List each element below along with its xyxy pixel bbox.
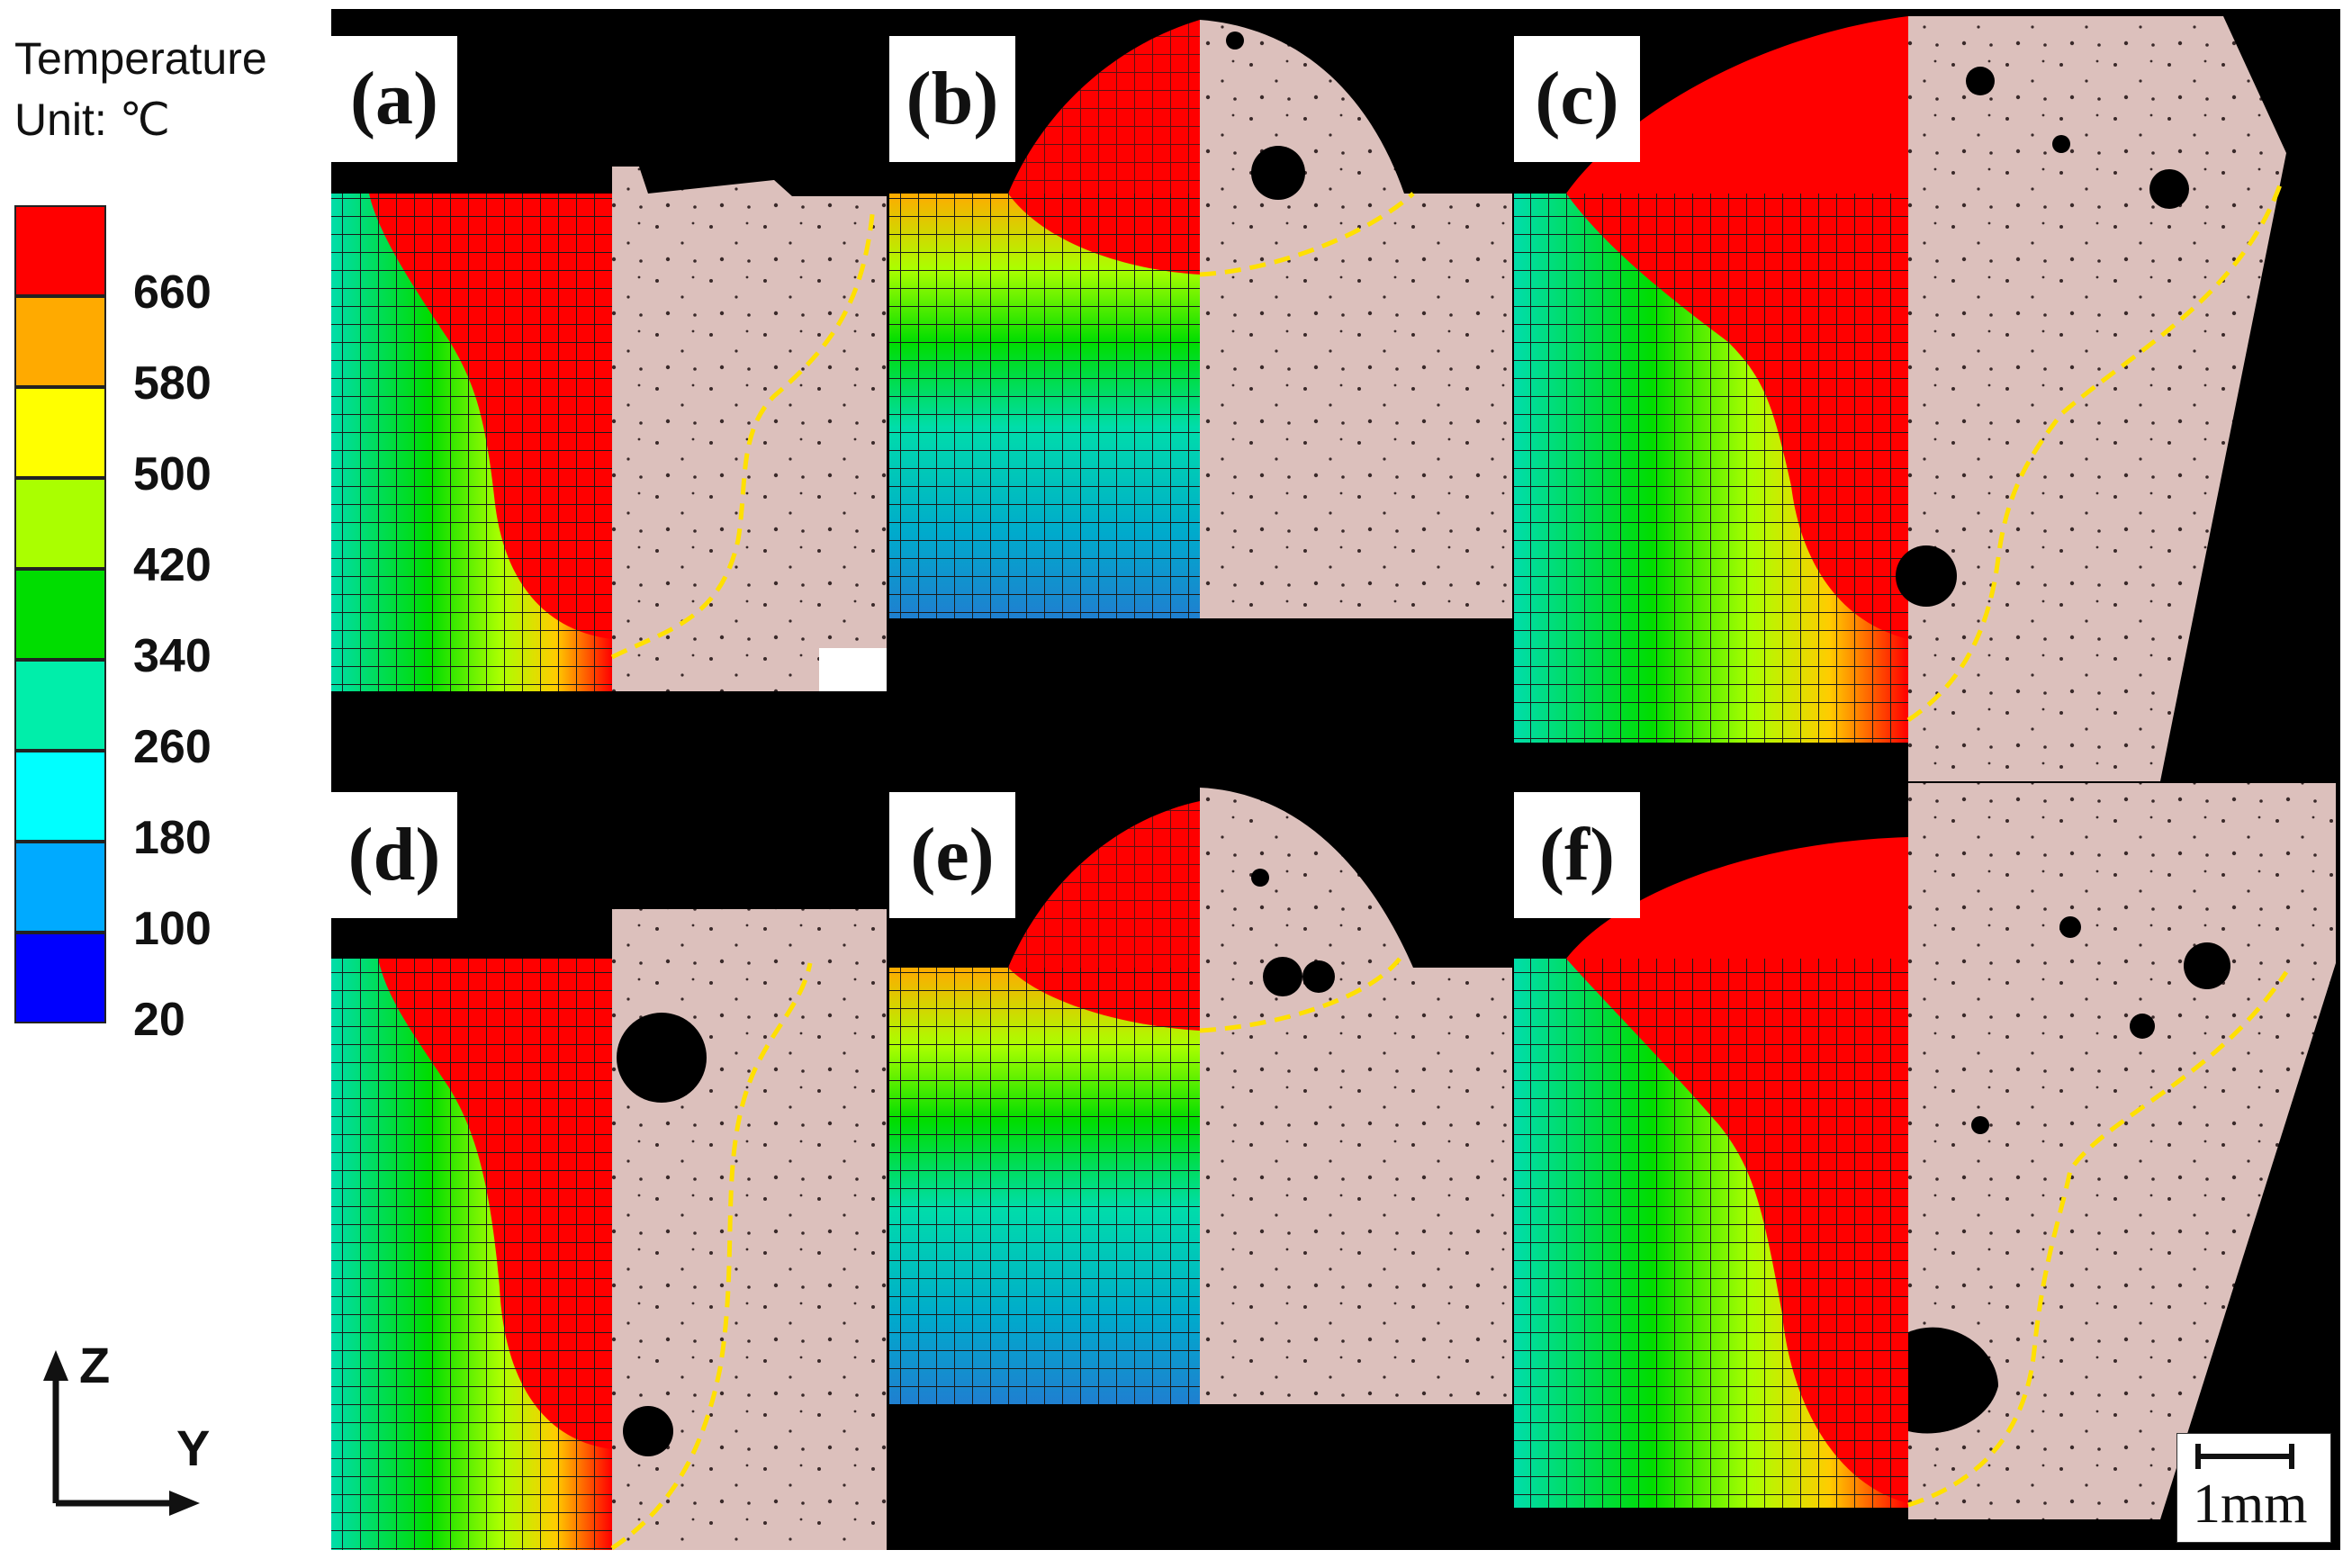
panel-label-a: (a) (331, 36, 457, 162)
panel-label-f: (f) (1514, 792, 1640, 918)
legend-value: 420 (133, 539, 212, 591)
legend-swatch (14, 842, 106, 933)
panel-e-mesh (889, 968, 1200, 1404)
panel-a-mask (819, 648, 887, 691)
panel-c-micrograph (1908, 16, 2286, 781)
panel-c (1514, 16, 2286, 781)
legend-value: 660 (133, 266, 212, 319)
panel-b (889, 20, 1512, 618)
panel-d (331, 909, 887, 1551)
legend-swatch (14, 569, 106, 660)
legend-value: 20 (133, 994, 185, 1046)
panel-f-fusion-line (1907, 970, 2289, 1508)
panel-a-mesh (331, 194, 612, 691)
panel-label-b: (b) (889, 36, 1015, 162)
panel-f-mesh (1514, 959, 1908, 1508)
panel-d-pore (617, 1013, 707, 1103)
panel-b-pore (1251, 146, 1305, 200)
panel-e-micrograph (1200, 788, 1512, 1404)
z-arrow-icon (43, 1350, 68, 1381)
panel-f-pore (1908, 1327, 1998, 1434)
legend-swatch (14, 751, 106, 842)
panel-a-fusion-line (610, 206, 876, 660)
legend-swatch (14, 296, 106, 387)
panel-d-mesh (331, 959, 612, 1550)
legend-value: 260 (133, 721, 212, 773)
panel-label-e: (e) (889, 792, 1015, 918)
legend-unit: Unit: ℃ (14, 95, 170, 145)
panel-a (331, 167, 887, 691)
legend-title: Temperature (14, 33, 267, 84)
legend-swatch (14, 933, 106, 1023)
legend-swatch (14, 478, 106, 569)
legend-swatch (14, 387, 106, 478)
panel-label-d: (d) (331, 792, 457, 918)
legend-value: 340 (133, 630, 212, 682)
panel-d-fusion-line (610, 962, 813, 1551)
panel-c-mesh (1514, 194, 1908, 743)
panel-label-c: (c) (1514, 36, 1640, 162)
legend-value: 580 (133, 357, 212, 410)
legend-swatch (14, 660, 106, 751)
panel-c-fusion-line (1906, 179, 2284, 723)
y-axis-label: Y (176, 1419, 211, 1476)
axes-indicator (43, 1350, 200, 1516)
panel-e (889, 788, 1512, 1404)
panel-a-micrograph (612, 167, 887, 691)
panel-f (1514, 783, 2336, 1519)
panel-e-fusion-line (1199, 957, 1401, 1033)
legend-value: 500 (133, 448, 212, 500)
legend-swatch (14, 205, 106, 296)
scale-bar-label: 1mm (2193, 1473, 2308, 1535)
panel-c-pore (1896, 545, 1957, 607)
z-axis-label: Z (79, 1337, 111, 1393)
y-arrow-icon (169, 1491, 200, 1516)
legend-value: 180 (133, 812, 212, 864)
panel-b-fusion-line (1199, 192, 1415, 277)
legend-value: 100 (133, 903, 212, 955)
